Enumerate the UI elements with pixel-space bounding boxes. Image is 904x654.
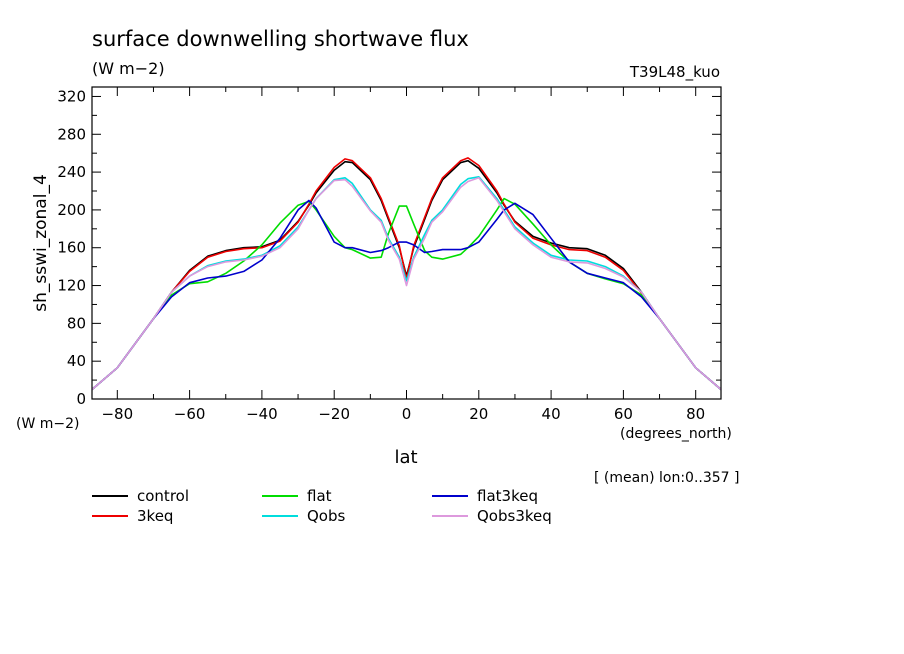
x-tick-label: 20 [469, 405, 488, 423]
series-line-flat3keq [91, 199, 722, 391]
x-axis-units: (degrees_north) [620, 426, 732, 442]
legend-label: control [137, 487, 189, 505]
chart-units-label: (W m−2) [92, 59, 165, 78]
y-tick-label: 200 [57, 201, 86, 219]
y-tick-label: 280 [57, 125, 86, 143]
legend-label: flat [307, 487, 332, 505]
y-axis-label: sh_sswi_zonal_4 [31, 174, 51, 312]
y-axis-units: (W m−2) [16, 416, 80, 432]
x-tick-label: −60 [174, 405, 206, 423]
y-tick-label: 160 [57, 239, 86, 257]
legend-label: flat3keq [477, 487, 538, 505]
y-tick-label: 240 [57, 163, 86, 181]
y-tick-label: 320 [57, 87, 86, 105]
x-tick-label: −40 [246, 405, 278, 423]
x-tick-label: 0 [402, 405, 412, 423]
chart-run-label: T39L48_kuo [629, 63, 720, 82]
x-axis-label: lat [394, 447, 417, 468]
x-tick-label: 60 [614, 405, 633, 423]
legend: control 3keq flat Qobs flat3keq Qobs3keq [92, 487, 552, 525]
y-tick-label: 120 [57, 277, 86, 295]
series-line-flat [91, 197, 722, 391]
x-tick-label: 80 [686, 405, 705, 423]
legend-label: 3keq [137, 507, 173, 525]
series-line-qobs3keq [91, 177, 722, 391]
x-tick-label: −20 [318, 405, 350, 423]
footnote: [ (mean) lon:0..357 ] [594, 470, 739, 486]
y-tick-label: 80 [67, 314, 86, 332]
x-tick-label: 40 [542, 405, 561, 423]
plot-lines [91, 157, 722, 391]
legend-label: Qobs [307, 507, 346, 525]
x-tick-label: −80 [101, 405, 133, 423]
y-tick-label: 0 [76, 390, 86, 408]
y-tick-label: 40 [67, 352, 86, 370]
axes: −80 −60 −40 −20 0 20 40 60 80 0 40 80 120 160 200 240 28… [57, 87, 721, 423]
series-line-qobs [91, 176, 722, 391]
plot-frame [91, 86, 722, 400]
chart-title: surface downwelling shortwave flux [92, 27, 469, 51]
legend-label: Qobs3keq [477, 507, 552, 525]
